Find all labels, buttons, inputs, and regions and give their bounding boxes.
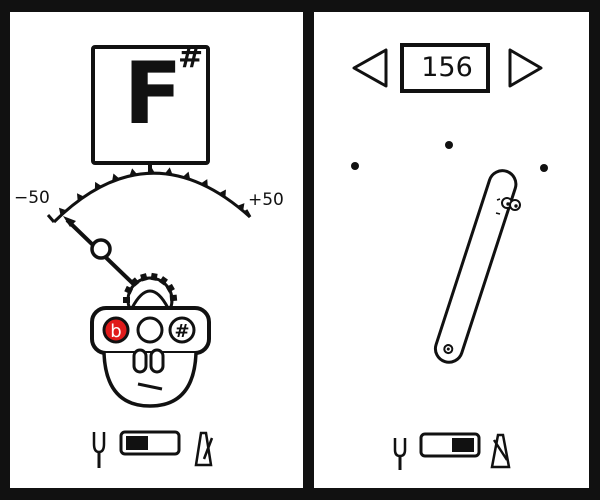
beat-dot-center: [445, 141, 453, 149]
scale-tick: [200, 179, 208, 188]
scale-tick: [94, 181, 102, 190]
flat-indicator-button[interactable]: [102, 316, 130, 344]
tuning-needle: [63, 216, 152, 302]
scale-tick: [164, 167, 173, 175]
mode-toggle-switch[interactable]: [419, 432, 481, 458]
scale-left-hook: [46, 214, 56, 223]
metronome-drawing: [351, 43, 548, 470]
in-tune-indicator: [136, 316, 164, 344]
tuning-fork-icon[interactable]: [393, 438, 407, 470]
tuner-panel: b # F # −50 +50: [10, 12, 303, 488]
scale-tick: [182, 171, 191, 180]
scale-tick: [236, 203, 245, 212]
robot-mouth: [137, 382, 163, 391]
gear-tooth: [140, 273, 148, 282]
metronome-panel: 156: [314, 12, 589, 488]
scale-tick: [112, 173, 120, 182]
tuner-drawing: b #: [46, 45, 252, 468]
gear-tooth: [150, 272, 158, 281]
note-letter: F: [123, 44, 183, 144]
scale-min-label: −50: [14, 188, 50, 208]
scale-tick: [129, 168, 138, 176]
tempo-increase-button[interactable]: [508, 48, 543, 88]
gear-tooth: [123, 297, 130, 303]
sharp-symbol: #: [174, 321, 189, 342]
tempo-decrease-button[interactable]: [352, 48, 388, 88]
scale-max-label: +50: [248, 190, 284, 210]
gear-tooth: [159, 276, 168, 286]
gear-tooth: [124, 285, 134, 295]
tuning-scale-ticks: [58, 166, 245, 216]
metronome-icon[interactable]: [194, 431, 214, 467]
scale-right-hook: [244, 209, 252, 218]
scale-tick: [58, 207, 67, 216]
sharp-indicator-button[interactable]: [168, 316, 196, 344]
scale-tick: [218, 189, 226, 198]
gear-tooth: [165, 283, 175, 293]
mode-toggle-knob: [126, 436, 148, 450]
mode-toggle-knob: [452, 438, 474, 452]
gear-tooth: [130, 277, 140, 287]
pendulum-eyes: [495, 197, 521, 215]
metronome-pendulum: [433, 169, 518, 364]
tuning-scale-arc: [52, 171, 252, 224]
tempo-value: 156: [421, 52, 473, 83]
scale-tick: [76, 193, 85, 202]
pendulum-pivot: [443, 344, 454, 355]
flat-symbol: b: [110, 321, 121, 342]
mode-toggle-switch[interactable]: [119, 430, 181, 456]
beat-dot-right: [540, 164, 548, 172]
gear-tooth: [169, 294, 178, 302]
tuning-fork-icon[interactable]: [92, 432, 106, 468]
metronome-icon[interactable]: [490, 433, 511, 469]
robot-right-eye: [149, 348, 165, 374]
robot-left-eye: [132, 348, 148, 374]
beat-dot-left: [351, 162, 359, 170]
tempo-display-box: [400, 43, 490, 93]
scale-tick: [147, 166, 155, 174]
note-accidental: #: [178, 40, 204, 75]
